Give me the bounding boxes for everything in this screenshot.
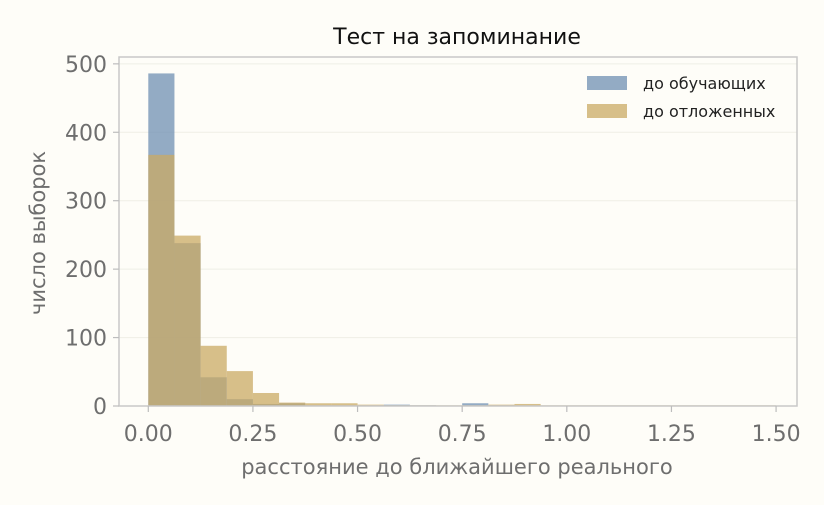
y-tick-label: 0 bbox=[93, 395, 107, 420]
bar-series-2-bin-6 bbox=[279, 402, 306, 406]
axis-ticks: 0.00 0.25 0.50 0.75 1.00 1.25 1.50 0 100 200 300 40… bbox=[65, 53, 801, 447]
x-tick-label: 1.25 bbox=[647, 422, 696, 447]
bar-series-2-bin-8 bbox=[331, 403, 358, 406]
bar-series-2-bin-4 bbox=[226, 371, 253, 406]
y-tick-label: 400 bbox=[65, 121, 107, 146]
x-tick-label: 0.50 bbox=[333, 422, 382, 447]
x-tick-label: 0.00 bbox=[124, 422, 173, 447]
bar-series-2-bin-1 bbox=[148, 154, 175, 406]
x-tick-label: 1.00 bbox=[542, 422, 591, 447]
x-tick-label: 0.25 bbox=[228, 422, 277, 447]
y-axis-label: число выборок bbox=[26, 151, 50, 315]
y-tick-label: 500 bbox=[65, 53, 107, 78]
legend-swatch bbox=[587, 104, 627, 118]
x-tick-label: 0.75 bbox=[438, 422, 487, 447]
legend: до обучающих до отложенных bbox=[587, 74, 775, 121]
bar-series-1-bin-13 bbox=[462, 403, 489, 406]
y-tick-label: 300 bbox=[65, 190, 107, 215]
legend-swatch bbox=[587, 76, 627, 90]
chart-title: Тест на запоминание bbox=[332, 25, 581, 50]
x-tick-label: 1.50 bbox=[752, 422, 801, 447]
bar-series-2-bin-3 bbox=[200, 345, 227, 406]
y-tick-label: 100 bbox=[65, 327, 107, 352]
legend-label: до обучающих bbox=[643, 74, 766, 93]
plot-frame bbox=[118, 56, 798, 407]
legend-label: до отложенных bbox=[643, 102, 775, 121]
bar-series-2-bin-2 bbox=[174, 235, 201, 406]
bar-series-2-bin-7 bbox=[305, 403, 332, 406]
bars bbox=[148, 73, 777, 407]
x-axis-label: расстояние до ближайшего реального bbox=[241, 455, 673, 479]
bar-series-2-bin-5 bbox=[252, 392, 280, 406]
bar-series-2-bin-15 bbox=[514, 403, 541, 406]
y-tick-label: 200 bbox=[65, 258, 107, 283]
